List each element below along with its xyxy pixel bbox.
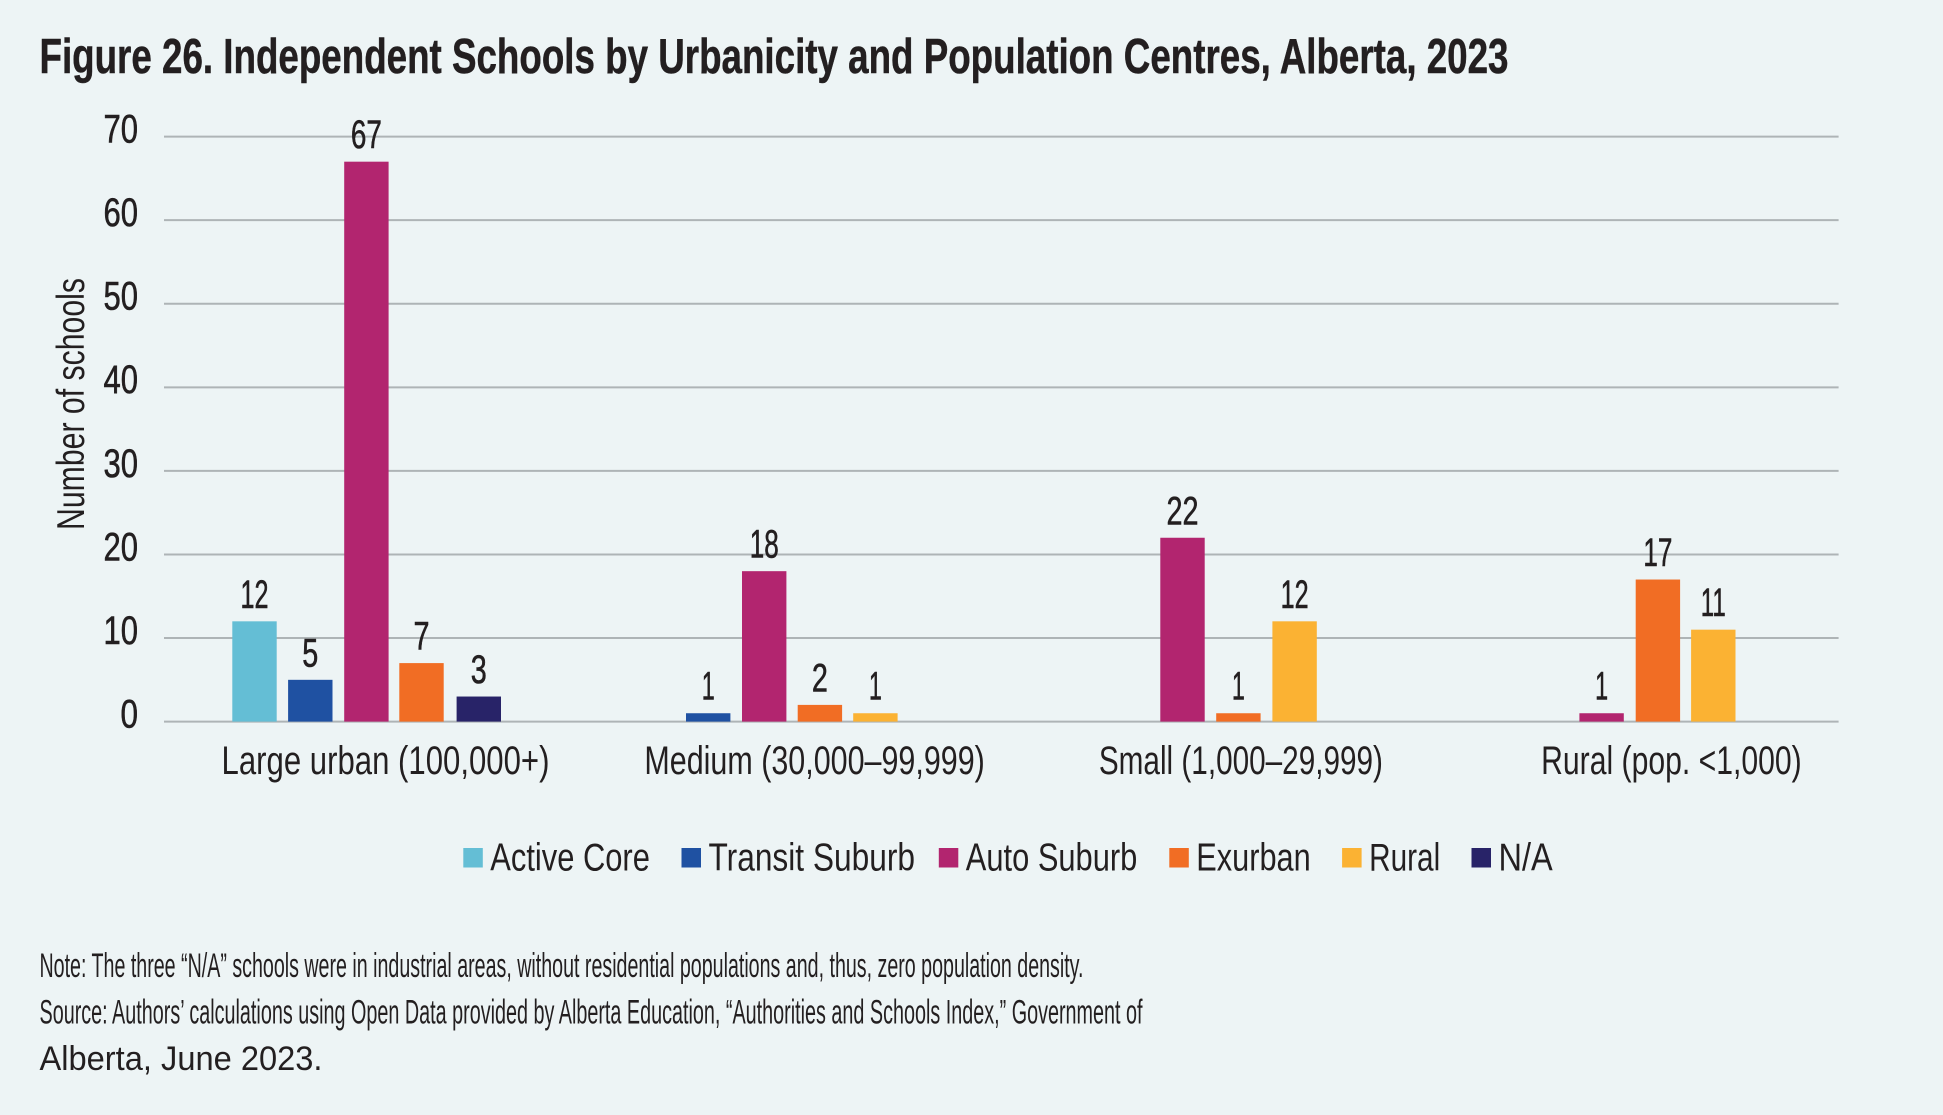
svg-text:17: 17: [1643, 531, 1672, 575]
svg-text:50: 50: [104, 275, 139, 319]
svg-text:22: 22: [1167, 489, 1199, 533]
svg-text:3: 3: [471, 648, 487, 692]
svg-text:1: 1: [702, 665, 715, 709]
svg-text:Alberta, June 2023.: Alberta, June 2023.: [40, 1040, 323, 1078]
svg-text:Small (1,000–29,999): Small (1,000–29,999): [1099, 739, 1383, 783]
svg-text:11: 11: [1701, 581, 1726, 625]
svg-text:Exurban: Exurban: [1196, 837, 1310, 880]
svg-text:N/A: N/A: [1499, 837, 1553, 880]
svg-text:7: 7: [414, 615, 430, 659]
svg-text:0: 0: [121, 693, 139, 737]
svg-text:Note: The three “N/A” schools: Note: The three “N/A” schools were in in…: [40, 947, 1084, 985]
svg-text:30: 30: [104, 442, 139, 486]
svg-text:1: 1: [1232, 665, 1245, 709]
svg-text:12: 12: [1281, 573, 1309, 617]
svg-text:1: 1: [1595, 665, 1608, 709]
svg-text:2: 2: [812, 656, 828, 700]
svg-text:70: 70: [104, 108, 139, 152]
svg-text:20: 20: [104, 525, 139, 569]
svg-text:1: 1: [869, 665, 882, 709]
svg-text:Source: Authors’ calculations: Source: Authors’ calculations using Open…: [40, 994, 1143, 1032]
svg-text:Number of schools: Number of schools: [50, 278, 93, 530]
svg-text:Auto Suburb: Auto Suburb: [966, 837, 1138, 880]
svg-text:40: 40: [104, 358, 139, 402]
svg-text:Figure 26. Independent Schools: Figure 26. Independent Schools by Urbani…: [40, 30, 1509, 84]
svg-text:Rural (pop. <1,000): Rural (pop. <1,000): [1541, 739, 1802, 783]
svg-text:67: 67: [351, 113, 382, 157]
svg-text:60: 60: [104, 191, 139, 235]
svg-text:Transit Suburb: Transit Suburb: [709, 837, 916, 880]
svg-text:Large urban (100,000+): Large urban (100,000+): [222, 739, 550, 783]
svg-text:5: 5: [302, 631, 318, 675]
svg-text:18: 18: [750, 523, 779, 567]
svg-text:Active Core: Active Core: [490, 837, 650, 880]
svg-text:12: 12: [241, 573, 269, 617]
svg-text:Medium (30,000–99,999): Medium (30,000–99,999): [644, 739, 984, 783]
svg-text:10: 10: [104, 609, 139, 653]
svg-text:Rural: Rural: [1369, 837, 1440, 880]
